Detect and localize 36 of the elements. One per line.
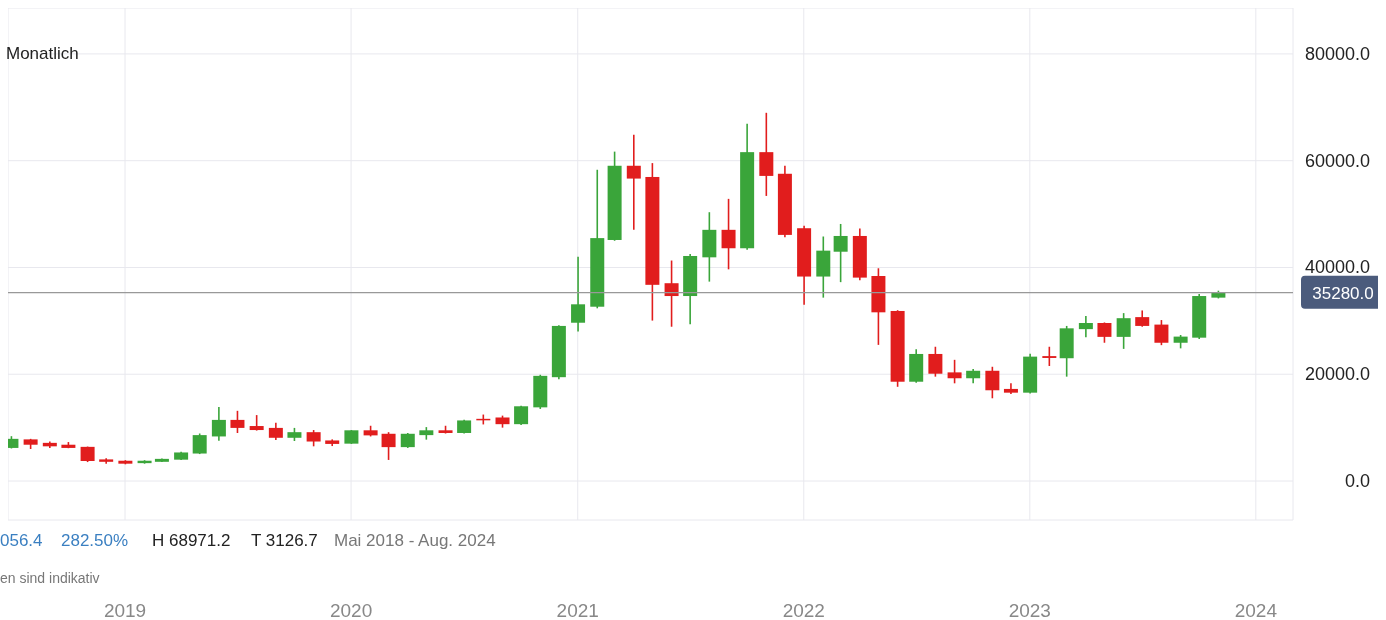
y-tick-label: 60000.0 [1304, 150, 1370, 171]
x-tick-label: 2021 [556, 600, 599, 620]
annotation: Monatlich [6, 44, 79, 64]
text: T 3126.7 [251, 531, 318, 551]
candlestick [928, 345, 943, 378]
candlestick [664, 259, 679, 328]
candlestick [1078, 315, 1093, 338]
candlestick [381, 431, 396, 461]
x-tick-label: 2019 [103, 600, 147, 620]
candlestick [626, 134, 641, 231]
x-tick-label: 2022 [782, 600, 825, 620]
text: 056.4 [0, 531, 43, 551]
y-tick-label: 80000.0 [1304, 43, 1370, 64]
y-tick-label: 0.0 [1344, 471, 1370, 492]
candlestick [230, 410, 245, 434]
x-tick-label: 2024 [1234, 600, 1278, 620]
candlestick [211, 406, 226, 442]
candlestick [1097, 321, 1112, 344]
text: Mai 2018 - Aug. 2024 [334, 531, 496, 551]
y-tick-label: 20000.0 [1304, 364, 1370, 385]
candlestick [833, 223, 848, 283]
text: H 68971.2 [152, 531, 231, 551]
x-tick-label: 2020 [329, 600, 373, 620]
candlestick [571, 255, 586, 333]
y-tick-label: 40000.0 [1304, 257, 1370, 278]
candlestick [947, 359, 962, 385]
text: en sind indikativ [0, 570, 100, 586]
candlestick [1116, 312, 1131, 350]
text: 282.50% [61, 531, 129, 551]
candlestick [1154, 319, 1169, 346]
ref-line-label: 35280.0 [1312, 283, 1374, 303]
candlestick [721, 198, 736, 271]
candlestick [1042, 345, 1057, 367]
candlestick [985, 365, 1000, 400]
x-tick-label: 2023 [1008, 600, 1051, 620]
candlestick [759, 112, 774, 197]
